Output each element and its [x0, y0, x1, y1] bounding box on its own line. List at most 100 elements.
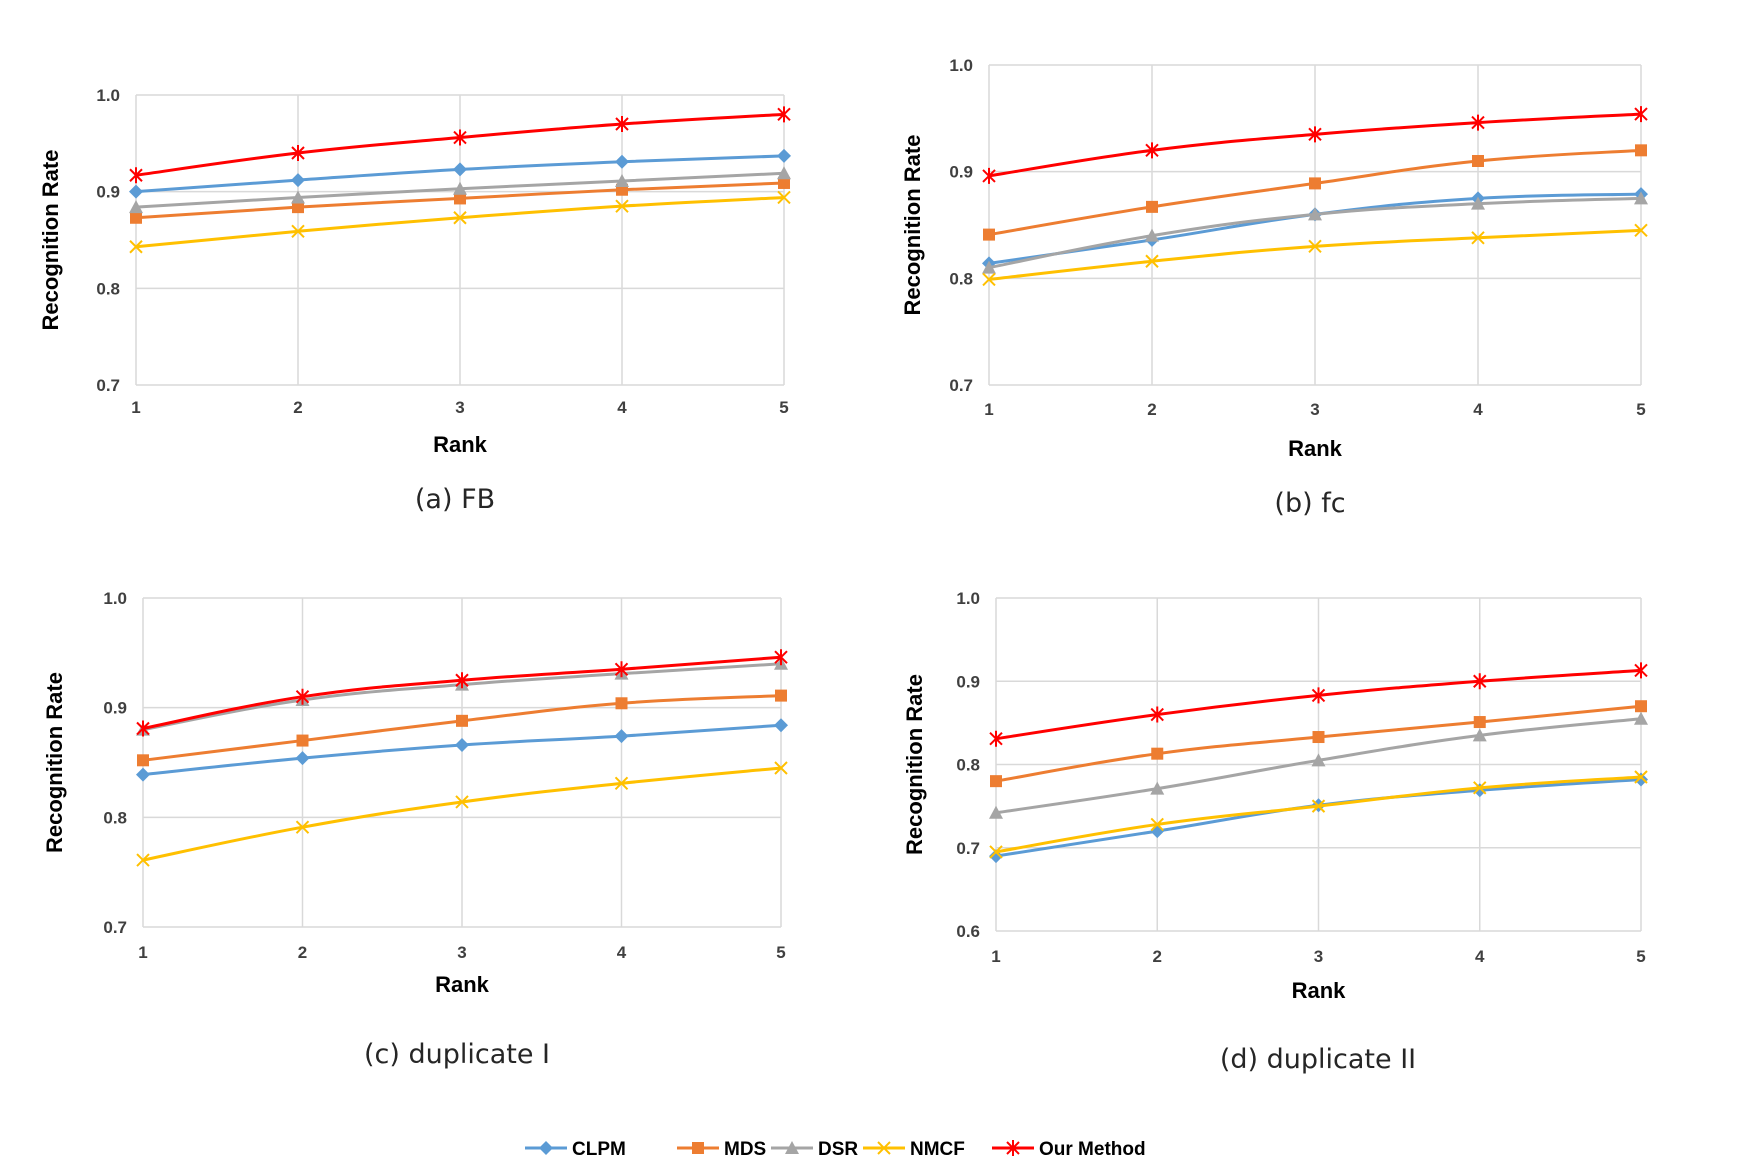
x-tick-label: 5 — [1636, 947, 1645, 966]
data-point-our-method — [1471, 114, 1485, 131]
data-point-our-method — [295, 688, 310, 705]
x-tick-label: 4 — [1475, 947, 1485, 966]
x-tick-label: 1 — [991, 947, 1000, 966]
data-point-clpm — [291, 173, 305, 188]
data-point-nmcf — [136, 853, 150, 867]
data-point-dsr — [1471, 196, 1485, 210]
legend-marker-mds — [692, 1142, 704, 1154]
series-our-method — [129, 106, 791, 184]
subfigure-caption: (d) duplicate II — [1220, 1044, 1416, 1075]
x-tick-label: 5 — [1636, 400, 1645, 419]
y-tick-label: 0.8 — [949, 269, 973, 288]
series-nmcf — [982, 223, 1648, 287]
data-point-nmcf — [295, 820, 310, 834]
data-point-our-method — [989, 730, 1003, 747]
data-point-our-method — [129, 167, 143, 184]
data-point-dsr — [291, 190, 305, 204]
data-point-dsr — [982, 260, 996, 274]
x-tick-label: 2 — [1147, 400, 1156, 419]
data-point-nmcf — [1634, 770, 1648, 784]
x-axis-title: Rank — [435, 972, 490, 997]
data-point-mds — [130, 211, 142, 224]
data-point-our-method — [291, 145, 305, 161]
series-mds — [990, 700, 1647, 788]
data-point-our-method — [1634, 106, 1648, 123]
legend-item-mds: MDS — [677, 1139, 766, 1160]
series-mds — [983, 144, 1647, 241]
subfigure-caption: (b) fc — [1274, 488, 1345, 519]
series-dsr — [129, 166, 791, 214]
x-tick-label: 2 — [298, 943, 307, 962]
subfigure-caption: (a) FB — [415, 484, 495, 515]
data-point-dsr — [1472, 728, 1487, 742]
data-point-clpm — [455, 737, 469, 752]
legend-marker-clpm — [539, 1141, 553, 1155]
series-nmcf — [136, 761, 788, 867]
x-tick-label: 4 — [1473, 400, 1483, 419]
y-tick-label: 0.8 — [956, 756, 980, 775]
y-tick-label: 0.9 — [949, 163, 973, 182]
y-tick-label: 0.6 — [956, 922, 980, 941]
legend-item-clpm: CLPM — [525, 1139, 626, 1160]
data-point-dsr — [1311, 753, 1326, 767]
y-tick-label: 0.7 — [96, 376, 120, 395]
legend-item-nmcf: NMCF — [863, 1139, 965, 1160]
x-tick-label: 2 — [293, 398, 302, 417]
data-point-dsr — [989, 805, 1003, 819]
series-dsr — [982, 191, 1648, 274]
legend-marker-our-method — [1006, 1140, 1020, 1156]
data-point-clpm — [453, 162, 467, 177]
x-tick-label: 3 — [457, 943, 466, 962]
data-point-our-method — [455, 672, 469, 689]
data-point-our-method — [774, 649, 788, 666]
data-point-our-method — [453, 129, 467, 146]
data-point-our-method — [136, 720, 150, 737]
legend-item-our-method: Our Method — [992, 1139, 1146, 1160]
data-point-nmcf — [615, 199, 629, 213]
data-point-nmcf — [455, 795, 469, 809]
data-point-clpm — [615, 154, 629, 169]
data-point-nmcf — [989, 845, 1003, 859]
data-point-mds — [456, 714, 468, 727]
data-point-our-method — [615, 116, 629, 132]
data-point-dsr — [1308, 207, 1322, 221]
data-point-dsr — [1145, 228, 1159, 242]
data-point-dsr — [1634, 711, 1648, 725]
legend-label: CLPM — [572, 1139, 626, 1160]
y-axis-title: Recognition Rate — [900, 135, 925, 316]
data-point-our-method — [1308, 126, 1322, 143]
data-point-clpm — [129, 184, 143, 199]
data-point-clpm — [614, 729, 629, 744]
y-tick-label: 1.0 — [956, 589, 980, 608]
y-tick-label: 0.9 — [103, 699, 127, 718]
legend-label: MDS — [724, 1139, 766, 1160]
data-point-nmcf — [1473, 781, 1487, 795]
data-point-mds — [137, 754, 149, 767]
data-point-nmcf — [614, 776, 629, 791]
y-axis-title: Recognition Rate — [902, 674, 927, 855]
data-point-our-method — [1145, 142, 1159, 159]
data-point-dsr — [777, 166, 791, 180]
data-point-clpm — [295, 751, 310, 766]
data-point-mds — [1151, 747, 1164, 760]
data-point-mds — [1309, 177, 1321, 190]
data-point-mds — [983, 228, 995, 241]
data-point-nmcf — [1308, 239, 1322, 254]
y-tick-label: 0.7 — [103, 918, 127, 937]
series-nmcf — [989, 770, 1648, 859]
data-point-our-method — [777, 106, 791, 123]
data-point-nmcf — [1471, 231, 1485, 245]
data-point-nmcf — [1150, 817, 1164, 832]
data-point-mds — [1146, 200, 1158, 213]
x-axis-title: Rank — [433, 432, 488, 457]
data-point-nmcf — [774, 761, 788, 775]
x-tick-label: 3 — [455, 398, 464, 417]
data-point-nmcf — [777, 190, 791, 205]
data-point-clpm — [777, 148, 791, 163]
data-point-mds — [1473, 716, 1486, 729]
series-mds — [130, 176, 790, 224]
x-axis-title: Rank — [1292, 978, 1347, 1003]
data-point-dsr — [129, 200, 143, 214]
series-clpm — [129, 148, 791, 199]
data-point-mds — [1312, 731, 1325, 744]
